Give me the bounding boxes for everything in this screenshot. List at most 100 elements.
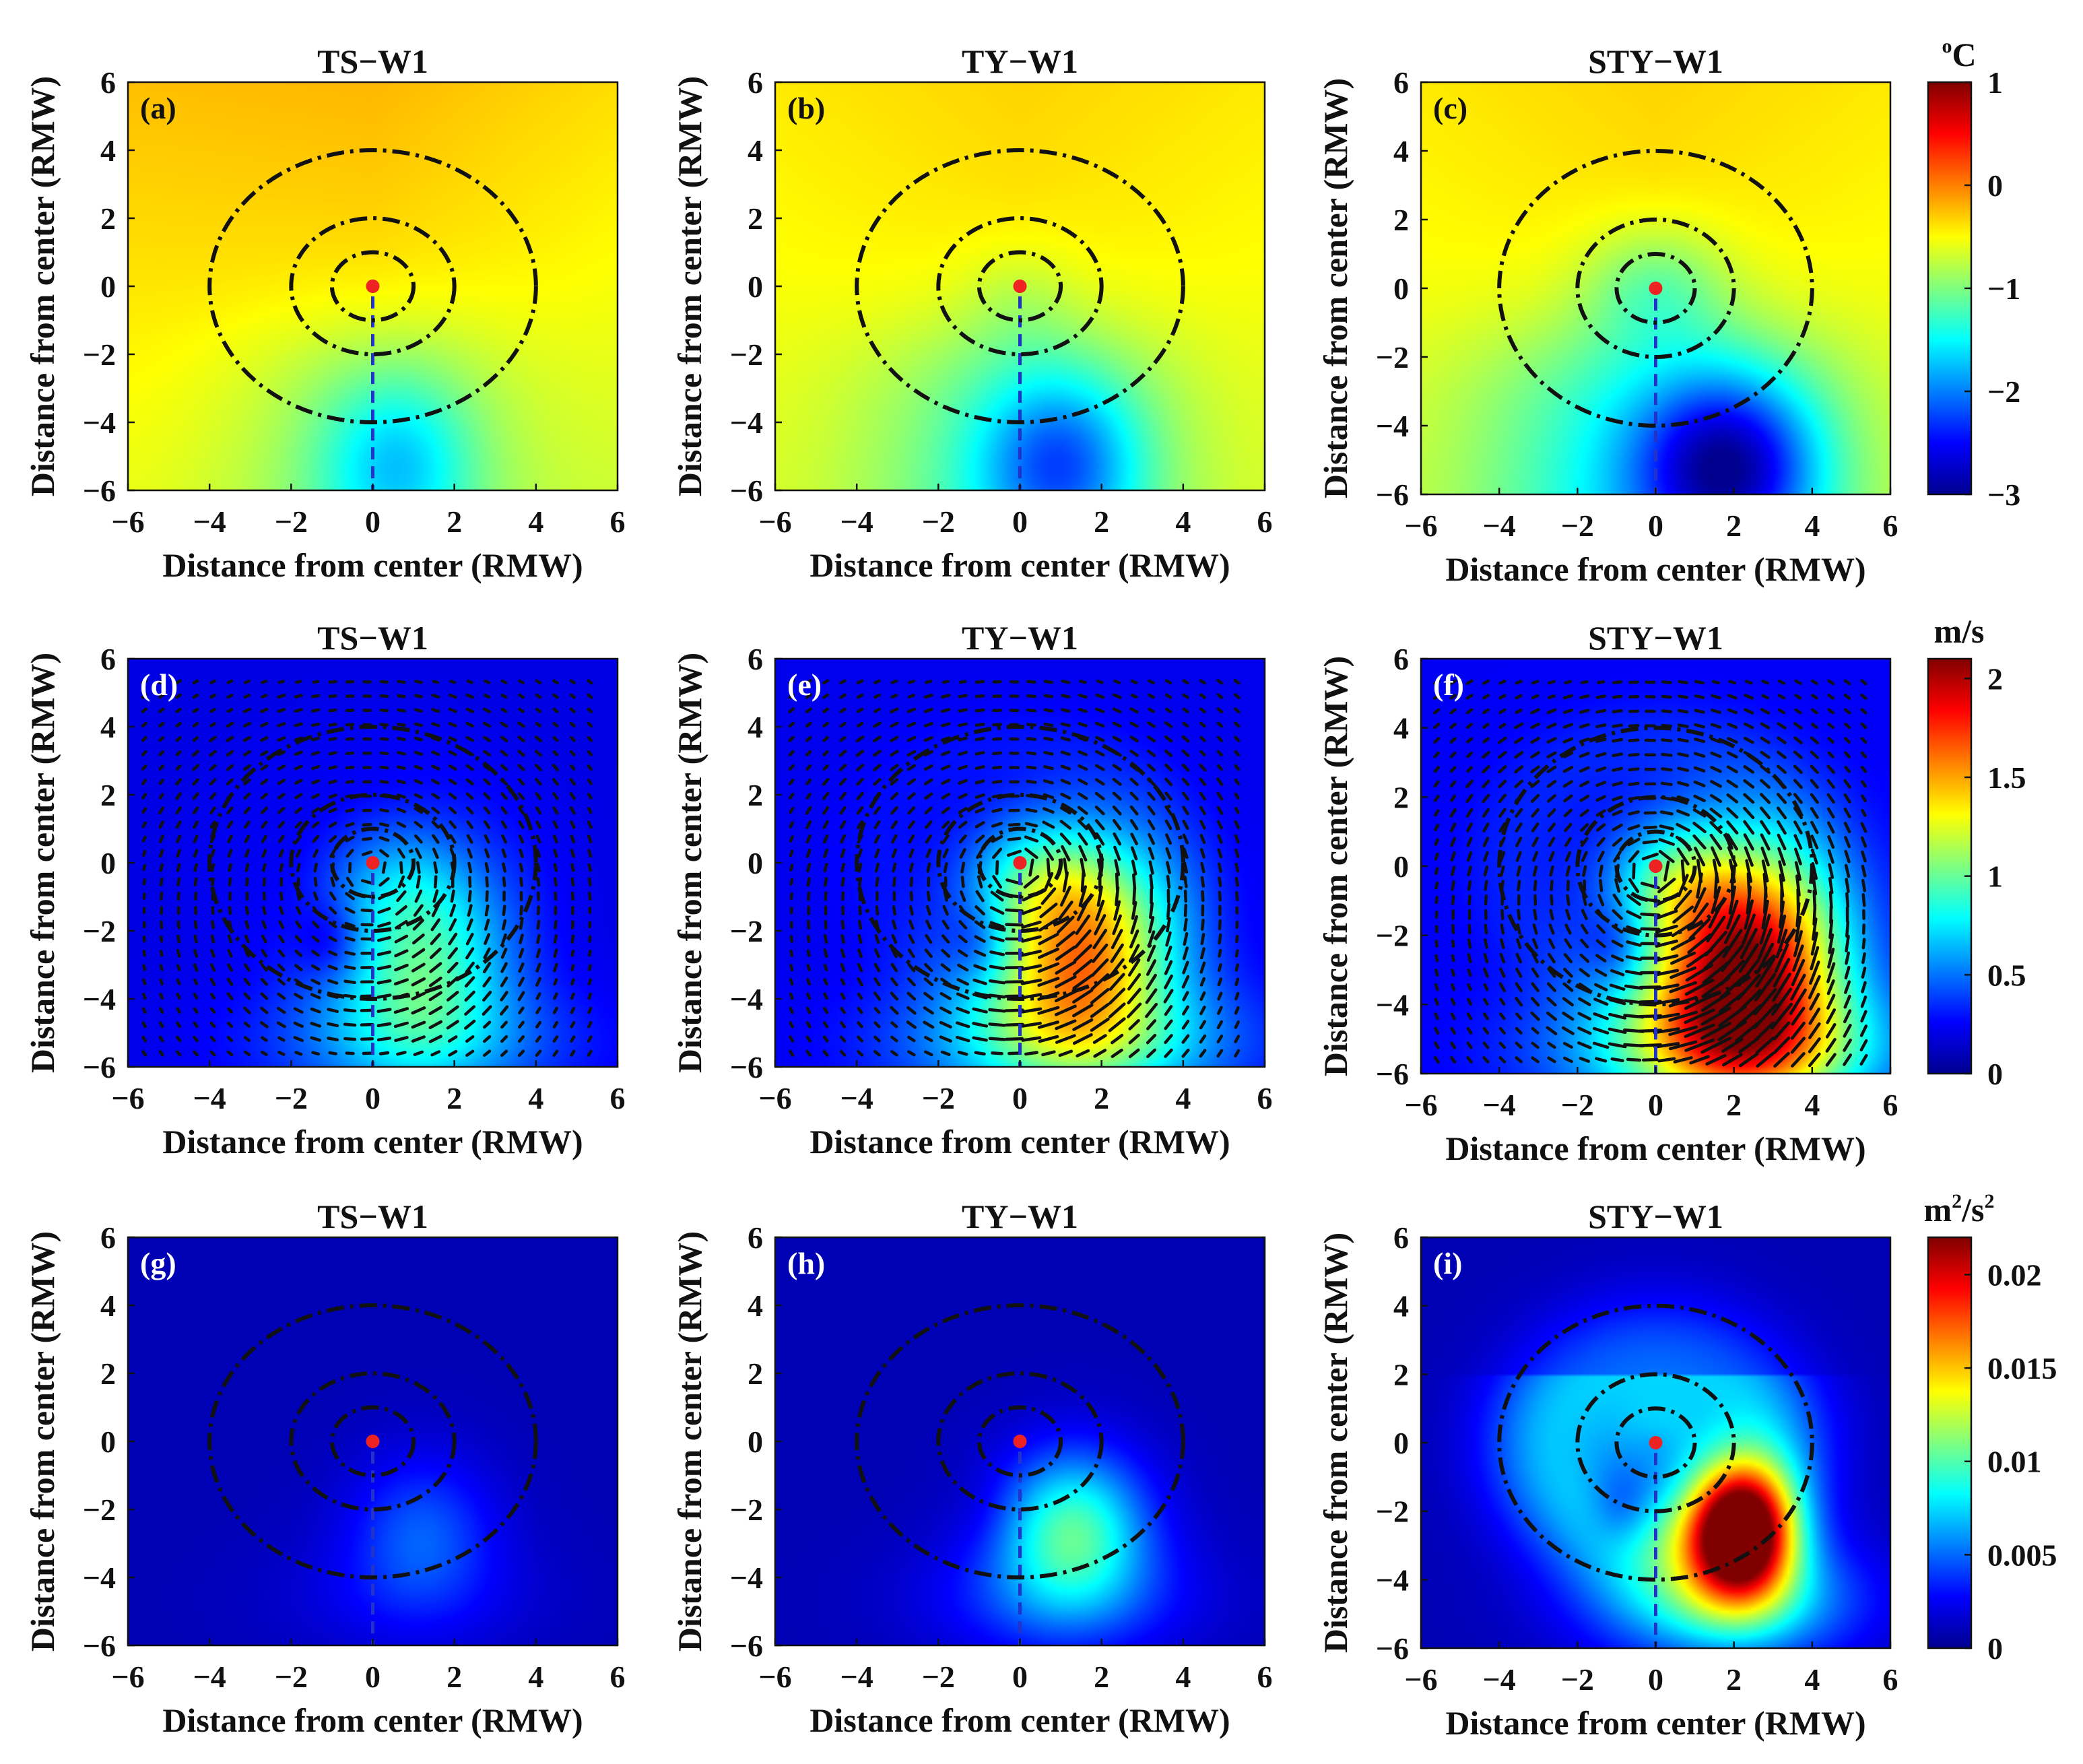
vector-arrow xyxy=(1709,833,1723,851)
vector-arrow xyxy=(415,847,422,859)
vector-arrow xyxy=(823,948,828,958)
vector-arrow xyxy=(1216,1020,1223,1030)
colorbar-unit: m2/s2 xyxy=(1923,1190,1994,1229)
vector-arrow xyxy=(840,862,846,873)
vector-arrow xyxy=(1549,909,1554,921)
vector-arrow xyxy=(1756,1021,1775,1040)
vector-arrow xyxy=(209,1007,216,1014)
vector-arrow xyxy=(414,889,423,903)
x-tick-label: 4 xyxy=(528,504,543,539)
vector-arrow xyxy=(1827,679,1835,686)
vector-arrow xyxy=(345,779,355,784)
vector-arrow xyxy=(822,679,830,685)
colorbar-tick-label: 0 xyxy=(1987,1057,2003,1091)
vector-arrow xyxy=(209,820,216,829)
vector-arrow xyxy=(311,821,320,828)
vector-arrow xyxy=(483,1035,492,1043)
x-tick-label: −6 xyxy=(758,1081,791,1115)
vector-arrow xyxy=(377,921,391,928)
vector-arrow xyxy=(1037,947,1059,959)
vector-arrow xyxy=(942,905,949,916)
vector-arrow xyxy=(1809,960,1820,985)
vector-arrow xyxy=(501,834,507,844)
vector-arrow xyxy=(856,777,864,786)
vector-arrow xyxy=(484,848,490,859)
vector-arrow xyxy=(1234,949,1239,958)
vector-arrow xyxy=(1037,1006,1060,1015)
vector-arrow xyxy=(159,891,164,901)
vector-arrow xyxy=(1095,750,1105,757)
vector-arrow xyxy=(1653,1012,1680,1020)
vector-arrow xyxy=(243,1036,251,1043)
vector-arrow xyxy=(327,1022,339,1028)
vector-arrow xyxy=(959,848,966,859)
vector-arrow xyxy=(175,736,182,742)
vector-arrow xyxy=(1827,849,1834,864)
vector-arrow xyxy=(957,949,968,958)
vector-arrow xyxy=(394,963,409,972)
vector-arrow xyxy=(1234,1006,1240,1015)
vector-arrow xyxy=(1465,737,1474,744)
vector-arrow xyxy=(260,792,269,800)
vector-arrow xyxy=(1234,991,1240,1001)
vector-arrow xyxy=(412,919,424,931)
vector-arrow xyxy=(906,1006,917,1015)
y-tick-label: 0 xyxy=(100,269,116,304)
vector-arrow xyxy=(974,920,986,929)
vector-arrow xyxy=(193,992,199,1000)
vector-arrow xyxy=(209,1050,216,1057)
vector-arrow xyxy=(194,891,198,901)
vector-arrow xyxy=(1860,693,1867,700)
vector-arrow xyxy=(570,1020,576,1028)
vector-arrow xyxy=(1726,779,1739,789)
vector-arrow xyxy=(907,806,916,815)
vector-arrow xyxy=(466,834,473,844)
vector-arrow xyxy=(1072,959,1093,977)
vector-arrow xyxy=(840,962,846,973)
vector-arrow xyxy=(1668,1010,1698,1022)
vector-arrow xyxy=(1515,938,1522,950)
vector-arrow xyxy=(874,948,880,958)
vector-arrow xyxy=(176,1007,181,1014)
vector-arrow xyxy=(1465,808,1474,818)
vector-arrow xyxy=(1581,909,1588,921)
vector-arrow xyxy=(1744,899,1754,930)
vector-arrow xyxy=(1612,694,1623,699)
vector-arrow xyxy=(587,877,592,886)
vector-arrow xyxy=(1861,864,1867,878)
vector-arrow xyxy=(500,750,508,757)
vector-arrow xyxy=(1164,1048,1173,1058)
vector-arrow xyxy=(1482,1041,1490,1049)
vector-arrow xyxy=(923,721,933,727)
vector-arrow xyxy=(379,709,389,713)
vector-arrow xyxy=(1498,765,1507,774)
y-tick-label: 2 xyxy=(748,1357,763,1391)
vector-arrow xyxy=(1218,948,1222,958)
vector-arrow xyxy=(311,708,321,713)
x-tick-label: 4 xyxy=(528,1660,543,1694)
vector-arrow xyxy=(906,778,916,786)
vector-arrow xyxy=(856,679,864,685)
vector-arrow xyxy=(142,978,147,985)
y-tick-label: 6 xyxy=(748,65,763,100)
vector-arrow xyxy=(1073,944,1092,962)
x-tick-label: 4 xyxy=(1175,1660,1191,1694)
vector-arrow xyxy=(1078,693,1088,699)
vector-arrow xyxy=(907,1050,916,1057)
vector-arrow xyxy=(1482,708,1490,715)
colorbar-tick-label: 2 xyxy=(1987,661,2003,696)
vector-arrow xyxy=(1810,722,1818,729)
vector-arrow xyxy=(1755,1037,1775,1054)
vector-arrow xyxy=(1808,975,1821,1000)
vector-arrow xyxy=(1777,708,1786,715)
vector-arrow xyxy=(570,949,575,957)
vector-arrow xyxy=(500,991,508,1002)
vector-arrow xyxy=(1756,942,1775,974)
vector-arrow xyxy=(482,990,492,1002)
vector-arrow xyxy=(1711,694,1721,700)
vector-arrow xyxy=(1743,833,1754,851)
vector-arrow xyxy=(209,693,216,699)
vector-arrow xyxy=(588,935,592,943)
vector-arrow xyxy=(991,822,1003,828)
vector-arrow xyxy=(1094,806,1105,816)
